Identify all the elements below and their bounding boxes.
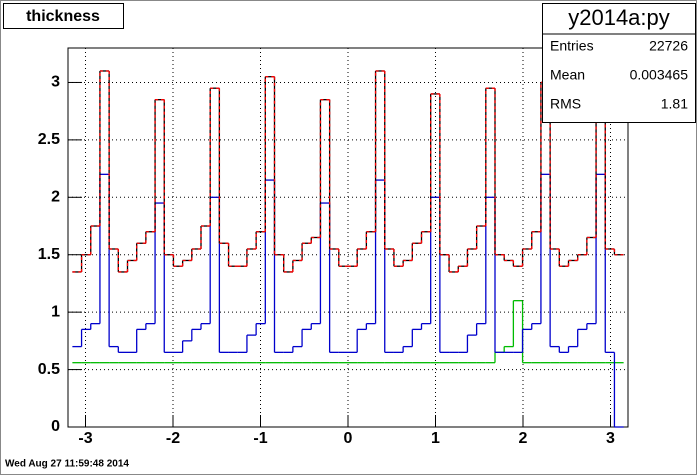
stats-value: 1.81 — [661, 96, 688, 112]
y-tick-label: 1 — [51, 303, 60, 320]
y-tick-label: 2 — [51, 189, 60, 206]
y-tick-label: 0.5 — [38, 361, 60, 378]
x-tick-label: -1 — [253, 430, 267, 447]
stats-value: 22726 — [649, 38, 688, 54]
x-tick-label: 3 — [606, 430, 615, 447]
title-box — [3, 3, 124, 29]
stats-box — [542, 3, 696, 123]
stats-label: Entries — [550, 38, 594, 54]
y-tick-label: 1.5 — [38, 246, 60, 263]
y-tick-label: 3 — [51, 74, 60, 91]
x-tick-label: -2 — [166, 430, 180, 447]
y-tick-label: 2.5 — [38, 131, 60, 148]
stats-label: RMS — [550, 96, 581, 112]
stats-title: y2014a:py — [568, 5, 670, 30]
x-tick-label: -3 — [78, 430, 92, 447]
stats-label: Mean — [550, 67, 585, 83]
x-tick-label: 2 — [519, 430, 528, 447]
x-tick-label: 1 — [431, 430, 440, 447]
y-tick-label: 0 — [51, 418, 60, 435]
stats-value: 0.003465 — [630, 67, 689, 83]
chart-title: thickness — [26, 8, 100, 25]
x-tick-label: 0 — [344, 430, 353, 447]
footer-date: Wed Aug 27 11:59:48 2014 — [5, 459, 129, 470]
